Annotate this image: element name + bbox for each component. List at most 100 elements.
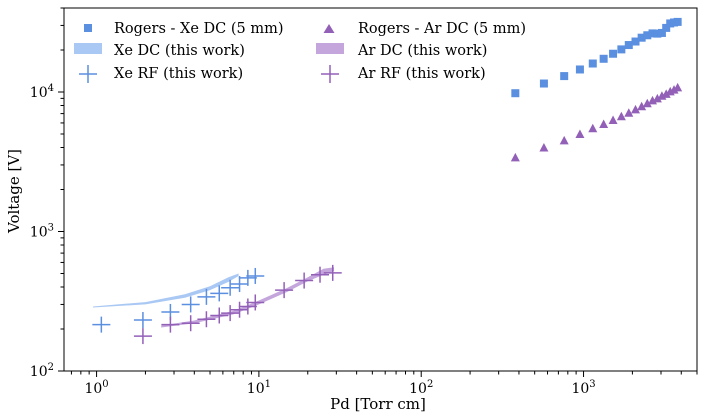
y-axis-label: Voltage [V]	[5, 149, 23, 234]
y-tick-base: 10	[30, 224, 48, 240]
data-point-cross-5-4	[210, 307, 229, 324]
data-point-triangle-1-6	[608, 115, 618, 124]
data-point-cross-4-3	[181, 296, 200, 313]
data-point-cross-5-7	[238, 298, 257, 315]
data-point-triangle-1-18	[673, 82, 683, 92]
x-tick-base: 10	[409, 381, 427, 397]
legend-label-rogers-xe: Rogers - Xe DC (5 mm)	[114, 21, 284, 37]
legend-item-ar-dc: Ar DC (this work)	[316, 43, 487, 59]
band-2	[93, 273, 239, 308]
legend: Rogers - Xe DC (5 mm) Xe DC (this work) …	[74, 21, 526, 83]
data-point-square-0-18	[673, 17, 682, 26]
data-point-triangle-1-1	[539, 143, 549, 152]
data-point-square-0-8	[624, 41, 633, 50]
legend-marker-band-icon	[316, 43, 344, 54]
legend-label-ar-dc: Ar DC (this work)	[357, 43, 487, 59]
legend-item-rogers-ar: Rogers - Ar DC (5 mm)	[323, 21, 526, 37]
x-tick-exponent: 3	[589, 379, 595, 390]
data-point-cross-4-6	[221, 279, 240, 296]
data-point-cross-4-0	[92, 316, 111, 333]
data-point-cross-5-10	[295, 272, 314, 289]
data-point-cross-5-0	[133, 328, 152, 345]
data-point-square-0-12	[648, 29, 657, 38]
data-point-cross-5-5	[221, 305, 240, 322]
data-point-cross-5-8	[246, 294, 265, 311]
data-point-cross-5-1	[161, 316, 180, 333]
data-point-cross-5-3	[197, 311, 216, 328]
data-point-square-0-5	[599, 54, 608, 63]
legend-marker-band-icon	[74, 43, 102, 54]
data-point-square-0-11	[643, 31, 652, 40]
data-point-cross-5-9	[275, 282, 294, 299]
y-tick-label: 103	[30, 222, 54, 240]
legend-item-ar-rf: Ar RF (this work)	[321, 65, 486, 83]
data-point-triangle-1-4	[588, 123, 598, 133]
x-tick-base: 10	[247, 381, 265, 397]
legend-item-xe-rf: Xe RF (this work)	[79, 65, 243, 83]
data-point-triangle-1-2	[559, 135, 569, 145]
data-point-triangle-1-3	[575, 129, 585, 138]
data-point-square-0-2	[560, 72, 569, 81]
data-point-triangle-1-7	[616, 111, 626, 121]
data-point-square-0-15	[662, 23, 671, 32]
y-tick-exponent: 4	[48, 83, 54, 94]
x-axis-label: Pd [Torr cm]	[330, 395, 426, 413]
data-point-square-0-6	[609, 49, 618, 58]
data-point-cross-4-5	[210, 285, 229, 302]
y-tick-label: 104	[30, 83, 54, 101]
y-tick-base: 10	[30, 364, 48, 380]
legend-marker-triangle-icon	[323, 24, 335, 33]
band-3	[161, 267, 334, 328]
x-tick-label: 102	[409, 379, 433, 397]
data-point-square-0-9	[631, 37, 640, 46]
legend-marker-cross-icon	[79, 65, 97, 83]
x-tick-label: 100	[84, 379, 108, 397]
data-point-square-0-1	[539, 79, 548, 88]
data-point-triangle-1-0	[510, 152, 520, 162]
data-point-square-0-14	[657, 28, 666, 37]
data-point-triangle-1-13	[652, 93, 662, 103]
legend-label-rogers-ar: Rogers - Ar DC (5 mm)	[358, 21, 526, 37]
y-tick-exponent: 3	[48, 222, 54, 233]
legend-label-xe-rf: Xe RF (this work)	[114, 66, 243, 82]
data-point-cross-5-11	[311, 266, 330, 283]
data-point-triangle-1-8	[624, 108, 634, 117]
data-point-triangle-1-10	[637, 101, 647, 111]
legend-item-xe-dc: Xe DC (this work)	[74, 43, 245, 59]
legend-label-ar-rf: Ar RF (this work)	[357, 66, 486, 82]
data-point-square-0-10	[637, 33, 646, 42]
data-point-cross-5-6	[230, 301, 249, 318]
x-tick-exponent: 2	[427, 379, 433, 390]
x-tick-label: 101	[247, 379, 271, 397]
data-point-cross-4-7	[230, 276, 249, 293]
data-point-triangle-1-15	[661, 89, 671, 98]
x-tick-exponent: 1	[265, 379, 271, 390]
data-point-square-0-3	[575, 65, 584, 74]
data-point-cross-4-4	[197, 288, 216, 305]
y-tick-exponent: 2	[48, 362, 54, 373]
data-point-cross-5-2	[181, 315, 200, 332]
legend-item-rogers-xe: Rogers - Xe DC (5 mm)	[84, 21, 284, 37]
data-point-cross-5-12	[323, 264, 342, 281]
x-tick-base: 10	[84, 381, 102, 397]
x-tick-base: 10	[571, 381, 589, 397]
legend-marker-square-icon	[84, 24, 92, 32]
legend-marker-cross-icon	[321, 65, 339, 83]
data-point-square-0-7	[617, 45, 626, 54]
data-point-cross-4-1	[133, 312, 152, 329]
data-point-triangle-1-17	[669, 85, 679, 94]
data-point-square-0-13	[653, 29, 662, 38]
x-tick-label: 103	[571, 379, 595, 397]
legend-label-xe-dc: Xe DC (this work)	[114, 43, 245, 59]
data-point-triangle-1-5	[599, 119, 609, 128]
data-point-cross-4-9	[246, 267, 265, 284]
data-point-triangle-1-11	[642, 98, 652, 108]
plot-area	[92, 17, 683, 345]
x-tick-exponent: 0	[102, 379, 108, 390]
y-tick-label: 102	[30, 362, 54, 380]
data-point-cross-4-8	[238, 269, 257, 286]
y-tick-base: 10	[30, 85, 48, 101]
